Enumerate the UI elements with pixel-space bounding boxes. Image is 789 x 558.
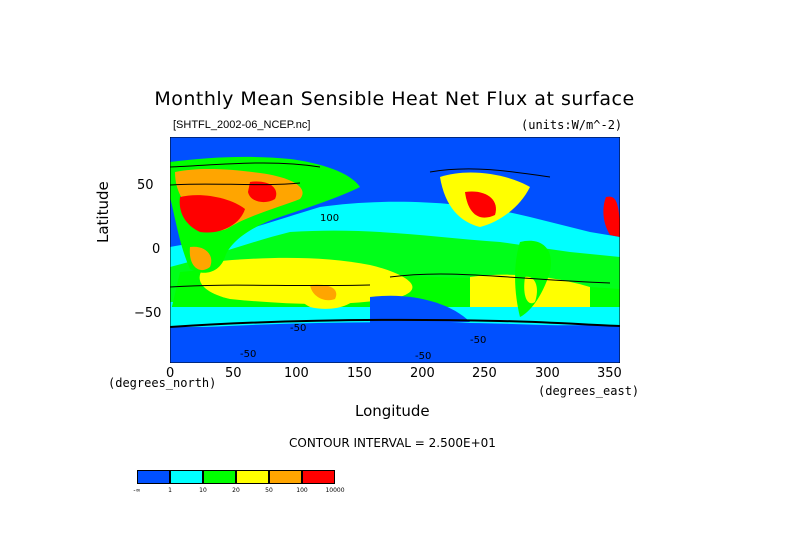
source-file-label: [SHTFL_2002-06_NCEP.nc] (173, 119, 311, 131)
y-tick-label: 0 (152, 242, 161, 257)
x-axis-units: (degrees_east) (538, 384, 640, 398)
legend-label: 10000 (325, 487, 345, 494)
x-tick-label: 0 (166, 366, 175, 381)
x-tick-label: 50 (225, 366, 242, 381)
legend-swatch (269, 470, 302, 484)
y-axis-units: (degrees_north) (108, 376, 217, 390)
units-label: (units:W/m^-2) (521, 118, 623, 132)
legend-label: 1 (168, 487, 172, 494)
map-title: Monthly Mean Sensible Heat Net Flux at s… (154, 88, 635, 110)
x-tick-label: 350 (597, 366, 622, 381)
legend-label: 10 (199, 487, 207, 494)
x-tick-label: 300 (535, 366, 560, 381)
contour-label: -50 (415, 351, 431, 362)
legend-swatch (302, 470, 335, 484)
y-axis-label: Latitude (94, 181, 112, 243)
x-axis-label: Longitude (355, 402, 430, 420)
legend-label: 50 (265, 487, 273, 494)
x-tick-label: 150 (347, 366, 372, 381)
contour-label: -50 (240, 349, 256, 360)
y-tick-label: −50 (134, 306, 162, 321)
legend-swatch (203, 470, 236, 484)
legend-swatch (137, 470, 170, 484)
legend-label: -∞ (133, 487, 141, 494)
flux-map: 100 -50 -50 -50 -50 (170, 137, 620, 363)
contour-label: 100 (320, 213, 339, 224)
x-tick-label: 100 (284, 366, 309, 381)
legend-swatch (236, 470, 269, 484)
y-tick-label: 50 (137, 178, 154, 193)
legend-label: 100 (296, 487, 308, 494)
contour-label: -50 (470, 335, 486, 346)
x-tick-label: 200 (410, 366, 435, 381)
legend-label: 20 (232, 487, 240, 494)
contour-label: -50 (290, 323, 306, 334)
x-tick-label: 250 (472, 366, 497, 381)
contour-interval-label: CONTOUR INTERVAL = 2.500E+01 (289, 436, 496, 450)
legend-swatch (170, 470, 203, 484)
